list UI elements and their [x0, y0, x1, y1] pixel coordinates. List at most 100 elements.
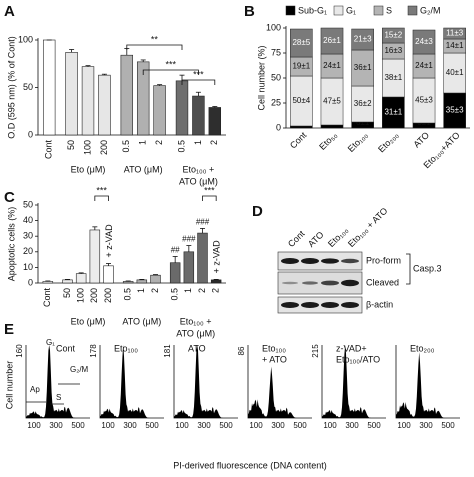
- band: [301, 258, 319, 264]
- bar: [62, 279, 73, 284]
- value-label: 24±1: [323, 61, 341, 70]
- legend-swatch: [285, 5, 296, 16]
- zvad-label: + z-VAD: [212, 240, 222, 274]
- significance-bracket: [202, 195, 217, 201]
- histogram-label: Cont: [56, 343, 76, 353]
- bands: [281, 258, 359, 308]
- significance-bracket: [94, 195, 109, 201]
- band: [321, 280, 339, 286]
- histogram: [174, 345, 238, 418]
- x-tick-label: ATO: [412, 130, 432, 150]
- bar: [98, 74, 111, 136]
- bar: [208, 107, 222, 136]
- value-label: 45±3: [415, 96, 433, 105]
- group-label: ATO (μM): [179, 176, 218, 186]
- histogram-label: Eto₁₀₀: [114, 343, 138, 353]
- y-axis-title: Cell number (%): [256, 45, 266, 110]
- bar: [210, 279, 222, 284]
- y-tick-label: 75: [271, 47, 281, 57]
- x-tick-label: 500: [441, 421, 455, 430]
- phase-label: Ap: [30, 385, 40, 394]
- significance-label: ***: [193, 69, 204, 79]
- bar: [42, 281, 54, 284]
- blot-strip: [277, 296, 363, 314]
- lane-label: Eto₁₀₀: [326, 225, 350, 249]
- group-label: Eto (μM): [71, 316, 106, 326]
- band: [282, 281, 298, 285]
- bar: [183, 251, 195, 284]
- x-tick-label: Eto₅₀: [317, 130, 339, 152]
- band: [302, 281, 318, 285]
- axis-line: [173, 345, 238, 419]
- value-label: 50±4: [292, 96, 310, 105]
- x-tick-label: Eto₁₀₀: [346, 130, 370, 154]
- x-tick-label: 0.5: [170, 288, 180, 301]
- x-tick-label: 300: [419, 421, 433, 430]
- x-tick-label: 300: [197, 421, 211, 430]
- x-tick-label: 0.5: [176, 140, 186, 153]
- x-tick-label: 100: [249, 421, 263, 430]
- phase-marker: [26, 383, 80, 405]
- panel-label: A: [4, 3, 15, 20]
- bar: [120, 54, 134, 136]
- value-label: 6±1: [356, 118, 370, 127]
- value-label: 11±3: [446, 29, 464, 38]
- value-label: 19±1: [292, 62, 310, 71]
- x-tick-label: 300: [271, 421, 285, 430]
- significance-bracket: [181, 79, 216, 85]
- x-tick-label: 200: [99, 140, 109, 155]
- bar-annotation: ##: [171, 246, 180, 255]
- x-tick-label: 1: [193, 140, 203, 145]
- zvad-label: + z-VAD: [104, 224, 114, 258]
- histogram-label: z-VAD+: [336, 343, 367, 353]
- lane-label: ATO: [306, 230, 326, 250]
- significance-label: ***: [204, 185, 215, 195]
- bar: [65, 52, 78, 136]
- x-tick-label: 2: [154, 140, 164, 145]
- panel-label: D: [252, 203, 263, 220]
- y-tick-label: 50: [23, 199, 33, 209]
- legend-label: G₂/M: [420, 5, 441, 15]
- x-tick-label: 200: [103, 288, 113, 303]
- y-tick-label: 50: [271, 72, 281, 82]
- band: [341, 258, 359, 264]
- value-label: 21±3: [354, 35, 372, 44]
- x-tick-label: 2: [150, 288, 160, 293]
- bar: [75, 273, 87, 284]
- panel-label: C: [4, 189, 15, 206]
- x-tick-label: 300: [49, 421, 63, 430]
- x-tick-label: 2: [197, 288, 207, 293]
- x-tick-label: 500: [71, 421, 85, 430]
- x-tick-label: 1: [136, 288, 146, 293]
- band: [281, 258, 299, 264]
- bar: [153, 85, 166, 136]
- x-tick-label: Eto₂₀₀: [376, 130, 401, 155]
- bar: [42, 39, 56, 136]
- x-tick-label: Cont: [288, 130, 309, 151]
- bar: [136, 279, 148, 284]
- y-max-label: 215: [311, 344, 320, 358]
- x-tick-label: 300: [345, 421, 359, 430]
- x-tick-label: 500: [367, 421, 381, 430]
- y-tick-label: 20: [23, 246, 33, 256]
- legend-label: Sub-G₁: [298, 5, 327, 15]
- y-tick-label: 40: [23, 215, 33, 225]
- y-axis-title: O.D (595 nm) (% of Cont): [6, 36, 16, 139]
- y-tick-label: 0: [28, 129, 33, 139]
- value-label: 36±2: [354, 99, 372, 108]
- bar-segment: [320, 27, 344, 55]
- group-label: Eto₁₀₀ +: [180, 316, 212, 326]
- x-tick-label: 100: [397, 421, 411, 430]
- panel-label: E: [4, 321, 14, 338]
- band: [281, 302, 299, 308]
- band: [301, 302, 319, 308]
- bar-annotation: ###: [196, 218, 210, 227]
- panel-label: B: [244, 3, 255, 20]
- x-tick-label: 500: [219, 421, 233, 430]
- significance-label: ***: [96, 185, 107, 195]
- significance-label: **: [151, 34, 159, 44]
- blot-strip: [277, 251, 363, 271]
- axis-line: [25, 345, 90, 419]
- y-axis-title: Cell number: [4, 361, 14, 410]
